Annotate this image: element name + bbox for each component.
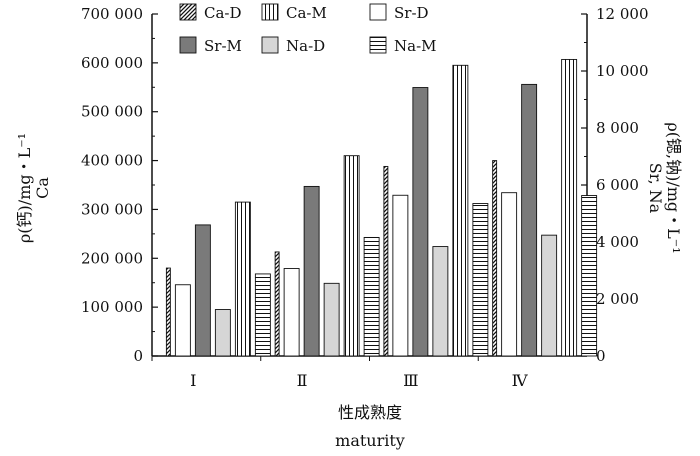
bar-sr-d-4 — [501, 192, 518, 357]
right-axis-title-elements: Sr, Na — [646, 163, 665, 214]
bar-na-d-2 — [323, 282, 340, 357]
legend-label-sr-d: Sr-D — [394, 4, 429, 22]
bar-ca-d-3 — [383, 165, 389, 357]
right-tick-label: 10 000 — [596, 62, 649, 80]
bar-ca-m-3 — [452, 64, 469, 357]
category-label: Ⅲ — [403, 371, 418, 390]
right-axis-ticks: 0 2 000 4 000 6 000 8 000 10 000 12 000 — [581, 5, 649, 365]
right-tick-label: 8 000 — [596, 119, 639, 137]
bar-ca-d-4 — [492, 160, 498, 357]
bar-ca-d-1 — [165, 267, 171, 357]
bar-na-d-4 — [541, 234, 558, 357]
left-tick-label: 400 000 — [81, 152, 143, 170]
bar-na-m-2 — [363, 236, 380, 357]
legend-swatch-ca-m — [261, 3, 279, 21]
legend-label-ca-m: Ca-M — [286, 4, 327, 22]
legend-label-na-m: Na-M — [394, 37, 437, 55]
left-tick-label: 0 — [133, 347, 143, 365]
right-tick-label: 0 — [596, 347, 606, 365]
bar-na-d-3 — [432, 246, 449, 357]
left-tick-label: 100 000 — [81, 298, 143, 316]
x-axis-title-zh: 性成熟度 — [338, 403, 402, 422]
legend-swatch-na-d — [261, 36, 279, 54]
left-axis-title-element: Ca — [33, 177, 52, 199]
category-label: Ⅰ — [190, 371, 196, 390]
right-tick-label: 6 000 — [596, 176, 639, 194]
bar-sr-d-3 — [392, 194, 409, 357]
legend-label-sr-m: Sr-M — [204, 37, 242, 55]
legend-swatch-ca-d — [179, 3, 197, 21]
bar-na-d-1 — [214, 309, 231, 357]
bar-sr-m-3 — [412, 87, 429, 357]
bar-sr-d-1 — [174, 284, 191, 357]
left-tick-label: 500 000 — [81, 103, 143, 121]
bar-ca-d-2 — [274, 251, 280, 357]
bar-na-m-3 — [472, 203, 489, 357]
right-axis-title: ρ(锶,钠)/mg・L⁻¹ — [664, 122, 683, 253]
bar-ca-m-2 — [343, 155, 360, 357]
left-axis-ticks: 0 100 000 200 000 300 000 400 000 500 000 600 … — [81, 5, 158, 365]
bar-na-m-4 — [581, 195, 598, 357]
category-label: Ⅱ — [297, 371, 308, 390]
bar-ca-m-4 — [561, 58, 578, 357]
legend: Ca-D Ca-M Sr-D Sr-M Na-D Na-M — [179, 3, 437, 55]
left-axis-title: ρ(钙)/mg・L⁻¹ — [15, 133, 34, 243]
bar-na-m-1 — [254, 273, 271, 357]
left-tick-label: 700 000 — [81, 5, 143, 23]
legend-swatch-sr-d — [369, 3, 387, 21]
category-labels: Ⅰ Ⅱ Ⅲ Ⅳ — [151, 356, 529, 390]
left-tick-label: 200 000 — [81, 249, 143, 267]
right-tick-label: 12 000 — [596, 5, 649, 23]
bar-sr-d-2 — [283, 268, 300, 357]
legend-swatch-sr-m — [179, 36, 197, 54]
legend-swatch-na-m — [369, 36, 387, 54]
bar-sr-m-2 — [303, 185, 320, 357]
bar-sr-m-4 — [521, 83, 538, 357]
legend-label-na-d: Na-D — [286, 37, 325, 55]
legend-label-ca-d: Ca-D — [204, 4, 242, 22]
right-tick-label: 4 000 — [596, 233, 639, 251]
left-tick-label: 300 000 — [81, 200, 143, 218]
category-label: Ⅳ — [512, 371, 529, 390]
left-tick-label: 600 000 — [81, 54, 143, 72]
right-tick-label: 2 000 — [596, 290, 639, 308]
bars — [165, 58, 598, 357]
x-axis-title-en: maturity — [335, 431, 405, 450]
bar-sr-m-1 — [194, 224, 211, 357]
bar-ca-m-1 — [234, 201, 251, 357]
